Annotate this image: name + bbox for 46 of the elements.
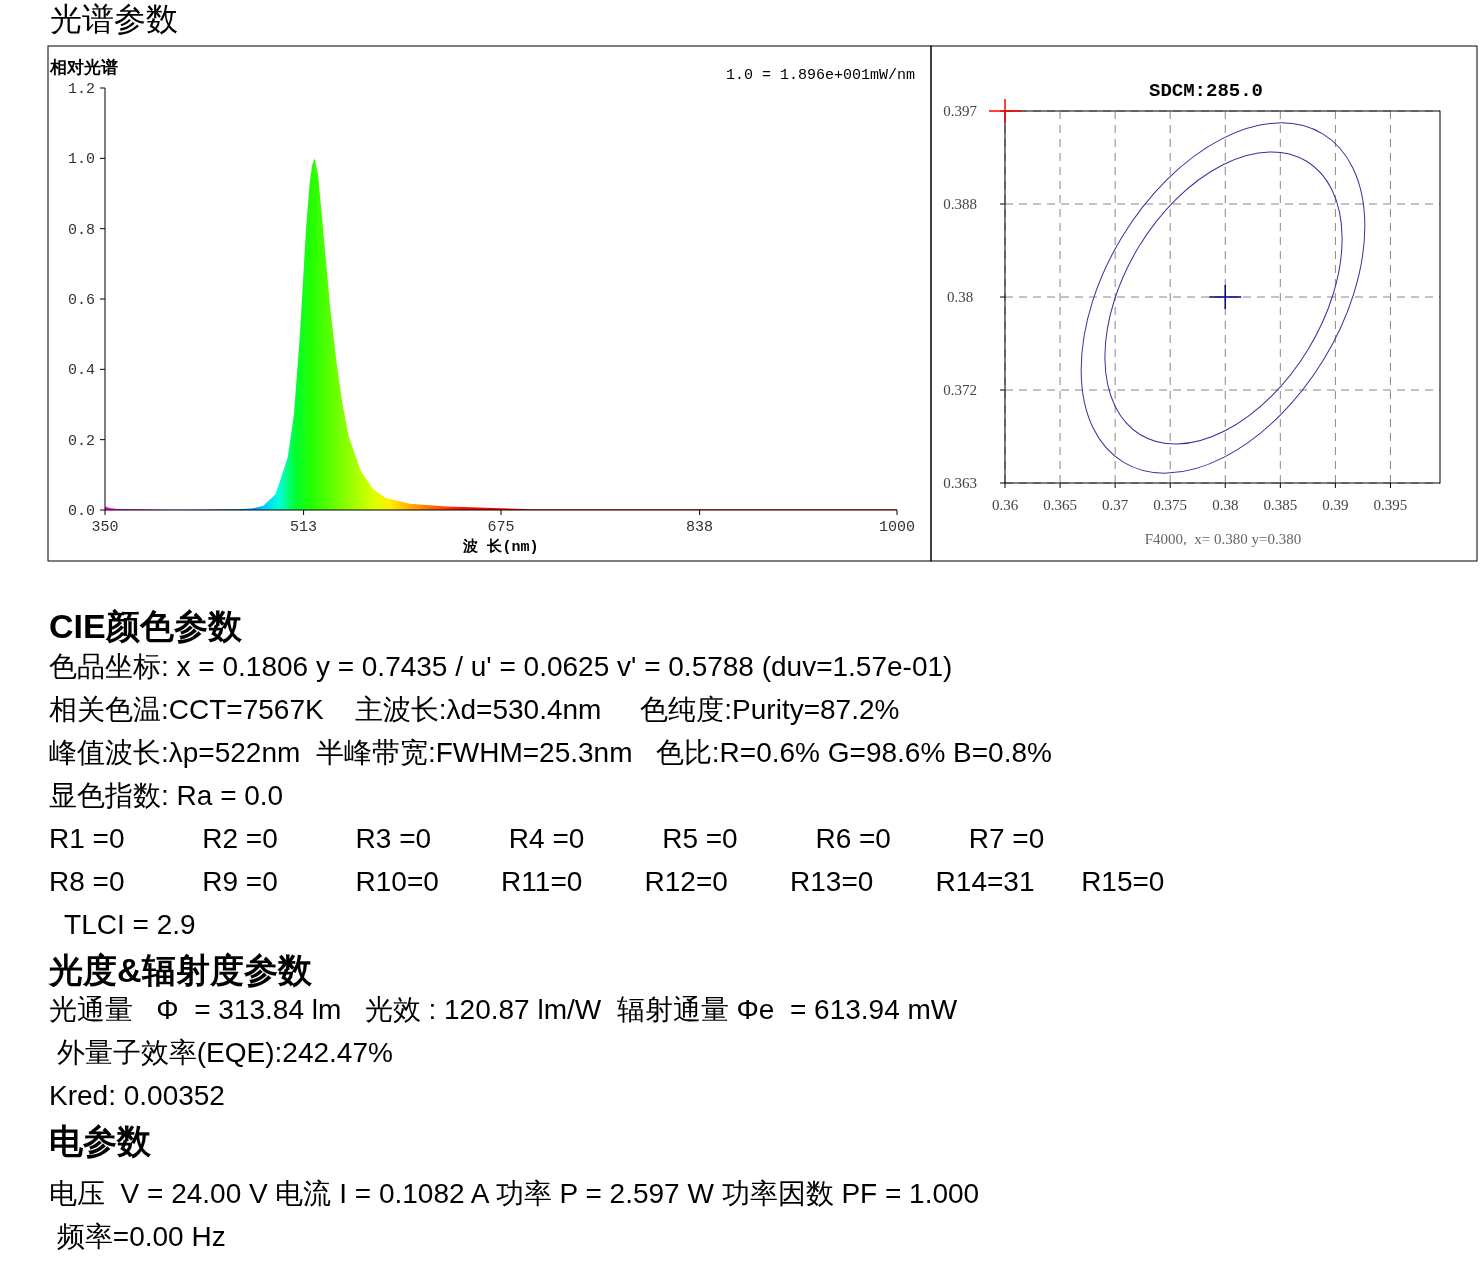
chart-title: SDCM:285.0 <box>1148 80 1264 102</box>
y-tick-label: 1.0 <box>67 151 95 169</box>
y-tick-label: 0.38 <box>946 289 974 305</box>
text: 相关色温:CCT=7567K 主波长:λd=530.4nm 色纯度:Purity=87.2% <box>49 694 900 725</box>
y-tick-label: 0.6 <box>67 292 95 309</box>
x-tick-label: 0.39 <box>1322 497 1349 513</box>
text: 外量子效率(EQE):242.47% <box>49 1037 393 1068</box>
x-tick-label: 0.385 <box>1263 497 1298 513</box>
text: 光通量 Φ = 313.84 lm 光效 : 120.87 lm/W 辐射通量 Φe = 613.94 mW <box>49 994 958 1025</box>
y-tick-label: 1.2 <box>67 81 95 98</box>
x-tick-label: 350 <box>91 519 119 536</box>
y-tick-label: 0.8 <box>67 221 95 239</box>
text: Kred: 0.00352 <box>49 1080 225 1111</box>
text: CIE颜色参数 <box>49 607 243 645</box>
text: F4000, x= 0.380 y=0.380 <box>1144 531 1302 547</box>
text: 1.0 = 1.896e+001mW/nm <box>725 67 915 84</box>
y-tick-label: 0.397 <box>943 103 978 119</box>
chart-title: 光谱参数 <box>50 1 178 37</box>
y-tick-label: 0.2 <box>67 432 95 450</box>
x-tick-label: 0.395 <box>1373 497 1408 513</box>
text: 显色指数: Ra = 0.0 <box>49 780 284 811</box>
x-tick-label: 513 <box>290 519 318 536</box>
y-tick-label: 0.388 <box>943 196 977 212</box>
text: R1 =0 R2 =0 R3 =0 R4 =0 R5 =0 R6 =0 R7 =0 <box>49 823 1045 854</box>
x-tick-label: 0.36 <box>991 497 1019 513</box>
text: 色品坐标: x = 0.1806 y = 0.7435 / u' = 0.0625 v' = 0.5788 (duv=1.57e-01) <box>49 651 953 682</box>
text: 电参数 <box>49 1122 152 1160</box>
x-tick-label: 675 <box>487 519 515 536</box>
y-tick-label: 0.0 <box>67 503 95 520</box>
x-tick-label: 838 <box>686 519 714 536</box>
text: 电压 V = 24.00 V 电流 I = 0.1082 A 功率 P = 2.597 W 功率因数 PF = 1.000 <box>49 1178 980 1209</box>
y-axis-title: 相对光谱 <box>49 58 118 77</box>
x-tick-label: 0.38 <box>1212 497 1239 513</box>
x-axis-title: 波 长(nm) <box>462 538 539 556</box>
text: 峰值波长:λp=522nm 半峰带宽:FWHM=25.3nm 色比:R=0.6% G=98.6% B=0.8% <box>49 737 1052 768</box>
y-tick-label: 0.363 <box>943 475 977 491</box>
x-tick-label: 0.365 <box>1043 497 1077 513</box>
x-tick-label: 0.375 <box>1153 497 1188 513</box>
y-tick-label: 0.4 <box>67 362 95 380</box>
y-tick-label: 0.372 <box>943 382 977 398</box>
text: TLCI = 2.9 <box>49 909 196 940</box>
text: R8 =0 R9 =0 R10=0 R11=0 R12=0 R13=0 R14=31 R15=0 <box>49 866 1165 897</box>
x-tick-label: 0.37 <box>1102 497 1129 513</box>
text: 频率=0.00 Hz <box>49 1221 226 1252</box>
x-tick-label: 1000 <box>878 519 916 536</box>
text: 光度&辐射度参数 <box>47 951 313 989</box>
